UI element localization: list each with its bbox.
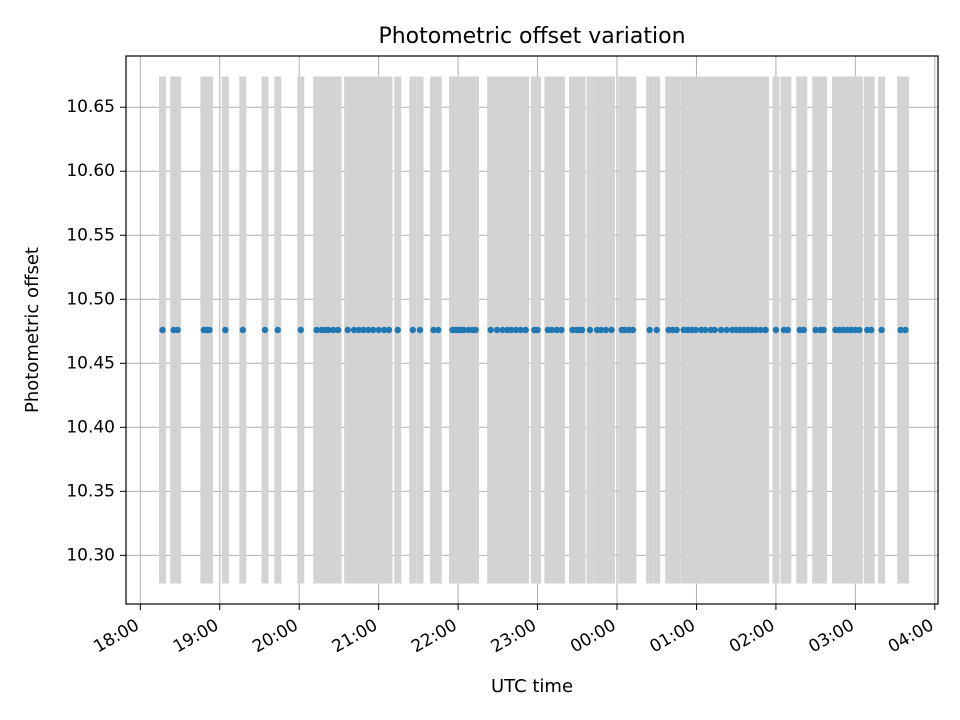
data-point	[313, 326, 320, 334]
data-point	[416, 326, 424, 334]
data-point	[493, 326, 501, 334]
data-point	[597, 326, 605, 334]
x-tick-label: 20:00	[249, 615, 301, 657]
data-point	[344, 326, 351, 334]
data-point	[692, 326, 699, 334]
data-point	[487, 326, 494, 334]
data-point	[334, 326, 342, 334]
data-point	[762, 326, 769, 334]
x-tick-label: 02:00	[726, 615, 778, 657]
data-point	[711, 326, 718, 334]
data-point	[222, 326, 229, 334]
data-point	[757, 326, 765, 334]
x-tick-label: 04:00	[885, 615, 937, 657]
data-point	[330, 326, 337, 334]
data-point	[508, 326, 515, 334]
x-tick-label: 03:00	[805, 615, 857, 657]
data-point	[239, 326, 246, 334]
data-point	[360, 326, 367, 334]
data-point	[522, 326, 529, 334]
data-point	[261, 326, 269, 334]
data-point	[646, 326, 653, 334]
data-point	[812, 326, 819, 334]
x-tick-label: 19:00	[170, 615, 222, 657]
data-point	[534, 326, 541, 334]
plot-frame	[125, 55, 939, 605]
data-point	[578, 326, 586, 334]
data-point	[602, 326, 610, 334]
x-tick-label: 21:00	[329, 615, 381, 657]
data-point	[653, 326, 660, 334]
y-tick-label: 10.50	[66, 289, 115, 309]
data-point	[206, 326, 213, 334]
data-point	[409, 326, 417, 334]
data-point	[375, 326, 382, 334]
y-tick-label: 10.60	[66, 161, 115, 181]
data-point	[430, 326, 437, 334]
x-tick-label: 00:00	[567, 615, 619, 657]
y-axis-label: Photometric offset	[22, 247, 43, 413]
data-point	[460, 326, 467, 334]
data-point	[159, 326, 166, 334]
data-point	[385, 326, 393, 334]
x-axis-ticks: 18:00 19:00 20:00 21:00 22:00 23:00 00:00 01:00…	[90, 604, 937, 657]
data-point	[355, 326, 362, 334]
data-point	[472, 326, 479, 334]
y-tick-label: 10.65	[66, 97, 115, 117]
data-point	[325, 326, 332, 334]
data-point	[856, 326, 863, 334]
data-point	[369, 326, 377, 334]
data-point	[717, 326, 725, 334]
data-point	[512, 326, 520, 334]
data-point	[902, 326, 909, 334]
data-point	[820, 326, 827, 334]
x-tick-label: 22:00	[408, 615, 460, 657]
x-tick-label: 18:00	[90, 615, 142, 657]
data-point	[548, 326, 556, 334]
data-point	[800, 326, 807, 334]
data-point	[274, 326, 281, 334]
data-point	[608, 326, 615, 334]
data-points	[159, 326, 909, 334]
x-tick-label: 01:00	[647, 615, 699, 657]
chart-title: Photometric offset variation	[378, 24, 685, 49]
data-point	[394, 326, 401, 334]
data-point	[517, 326, 525, 334]
data-point	[878, 326, 885, 334]
y-tick-label: 10.30	[66, 545, 115, 565]
data-point	[499, 326, 506, 334]
data-point	[897, 326, 904, 334]
y-tick-label: 10.55	[66, 225, 115, 245]
data-point	[868, 326, 875, 334]
data-point	[723, 326, 730, 334]
data-point	[772, 326, 780, 334]
data-point	[558, 326, 565, 334]
data-point	[752, 326, 760, 334]
data-point	[553, 326, 560, 334]
data-point	[435, 326, 442, 334]
data-point	[586, 326, 594, 334]
x-axis-label: UTC time	[491, 676, 573, 697]
data-point	[174, 326, 181, 334]
data-point	[784, 326, 792, 334]
x-tick-label: 23:00	[488, 615, 540, 657]
data-point	[673, 326, 680, 334]
data-point	[629, 326, 637, 334]
data-point	[350, 326, 358, 334]
y-tick-label: 10.45	[66, 353, 115, 373]
y-tick-label: 10.35	[66, 481, 115, 501]
y-tick-label: 10.40	[66, 417, 115, 437]
data-point	[381, 326, 388, 334]
data-point	[297, 326, 304, 334]
data-point	[702, 326, 709, 334]
data-point	[365, 326, 372, 334]
y-axis-ticks: 10.30 10.35 10.40 10.45 10.50 10.55 10.60 10.65	[66, 97, 126, 565]
